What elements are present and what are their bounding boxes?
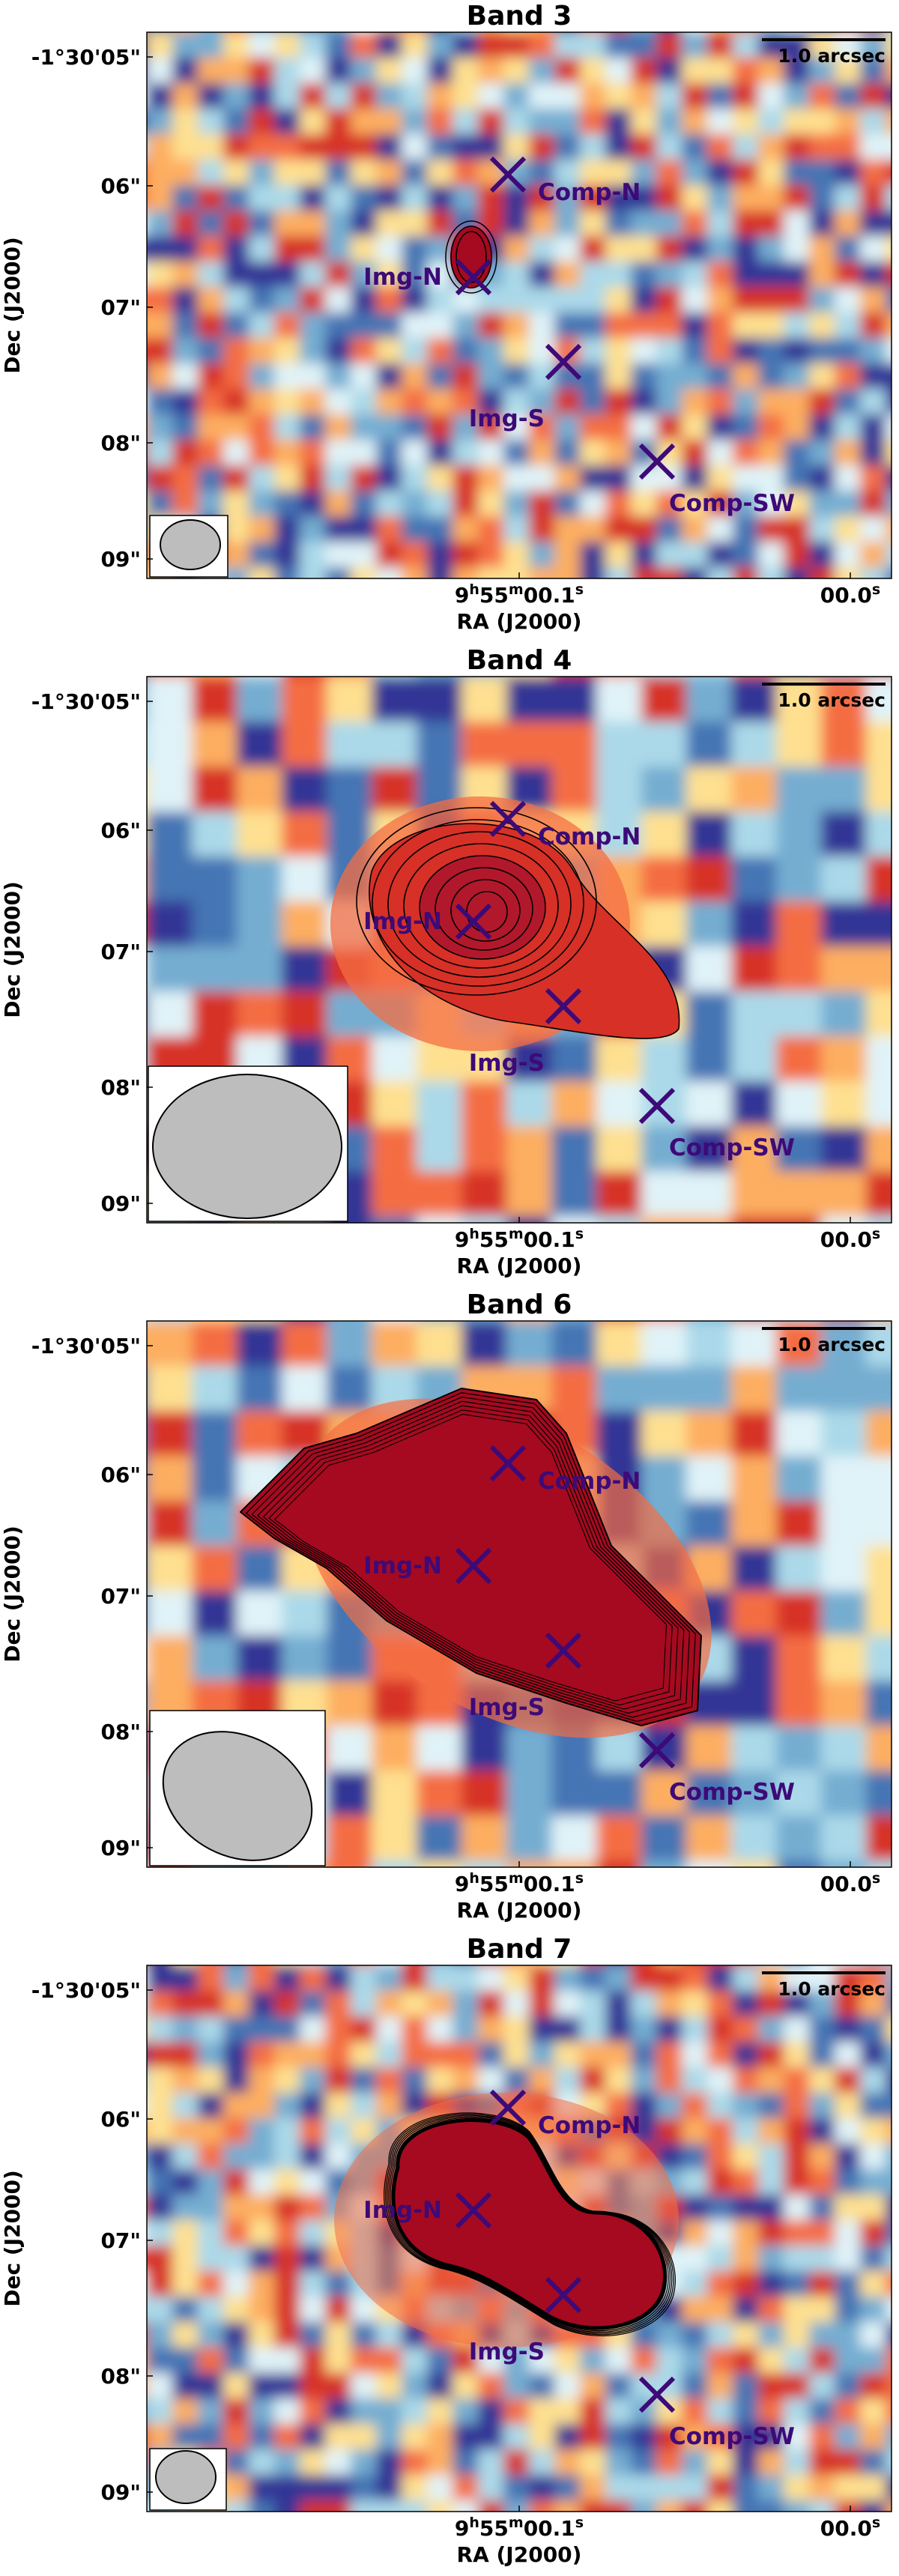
- x-tick-label: 9h55m00.1s: [455, 1226, 584, 1252]
- x-tick-label: 00.0s: [820, 1226, 880, 1252]
- marker-label: Img-S: [469, 405, 545, 432]
- x-tick-label: 00.0s: [820, 1870, 880, 1896]
- panel-title: Band 6: [467, 1289, 572, 1320]
- panel-title: Band 3: [467, 1, 572, 31]
- marker-img-s: Img-S: [469, 988, 582, 1077]
- marker-img-s: Img-S: [469, 1632, 582, 1721]
- marker-label: Comp-SW: [669, 1134, 795, 1161]
- y-tick-label: 06": [100, 174, 141, 199]
- y-tick-label: 08": [100, 1720, 141, 1744]
- y-axis-label: Dec (J2000): [0, 2170, 25, 2307]
- panel-title: Band 7: [467, 1934, 572, 1965]
- panel-band-2: Band 4 1.0 arcsec Comp-N Img-N Img-S Comp-SW -…: [0, 645, 892, 1278]
- marker-label: Comp-N: [538, 1468, 641, 1495]
- emission-source: [334, 2093, 679, 2347]
- y-tick-label: -1°30'05": [31, 1978, 141, 2003]
- marker-img-n: Img-N: [363, 903, 492, 940]
- x-tick-label: 9h55m00.1s: [455, 581, 584, 608]
- marker-label: Comp-N: [538, 179, 641, 206]
- y-tick-label: 07": [100, 940, 141, 964]
- x-axis-label: RA (J2000): [457, 1898, 582, 1923]
- marker-label: Img-S: [469, 2338, 545, 2365]
- y-tick-label: 06": [100, 818, 141, 843]
- intensity-map: [147, 32, 892, 578]
- y-tick-label: 08": [100, 431, 141, 456]
- marker-label: Comp-N: [538, 823, 641, 850]
- marker-comp-n: Comp-N: [489, 156, 641, 206]
- emission-source: [330, 796, 680, 1051]
- x-axis-label: RA (J2000): [457, 2542, 582, 2567]
- y-axis-label: Dec (J2000): [0, 881, 25, 1018]
- marker-comp-n: Comp-N: [489, 1445, 641, 1495]
- scale-bar-label: 1.0 arcsec: [778, 689, 886, 711]
- y-tick-label: 09": [100, 2480, 141, 2505]
- marker-comp-n: Comp-N: [489, 800, 641, 850]
- x-tick-label: 00.0s: [820, 581, 880, 608]
- marker-label: Comp-SW: [669, 2423, 795, 2450]
- y-tick-label: 08": [100, 1075, 141, 1100]
- y-tick-label: -1°30'05": [31, 45, 141, 70]
- y-axis-label: Dec (J2000): [0, 237, 25, 374]
- scale-bar-label: 1.0 arcsec: [778, 1978, 886, 2000]
- y-tick-label: 09": [100, 547, 141, 572]
- marker-comp-sw: Comp-SW: [638, 2376, 795, 2450]
- scale-bar-label: 1.0 arcsec: [778, 45, 886, 67]
- beam-ellipse: [160, 519, 221, 570]
- marker-label: Img-S: [469, 1694, 545, 1721]
- marker-img-n: Img-N: [363, 1547, 492, 1585]
- marker-label: Img-N: [363, 1552, 442, 1579]
- y-tick-label: 07": [100, 2228, 141, 2253]
- panel-band-1: Band 3 1.0 arcsec Comp-N Img-N Img-S Comp-SW -…: [0, 1, 892, 634]
- y-tick-label: -1°30'05": [31, 1334, 141, 1358]
- marker-img-n: Img-N: [363, 258, 492, 296]
- marker-label: Comp-SW: [669, 1779, 795, 1806]
- x-tick-label: 9h55m00.1s: [455, 2515, 584, 2541]
- y-tick-label: 09": [100, 1191, 141, 1216]
- beam-ellipse: [155, 2450, 217, 2504]
- x-tick-label: 9h55m00.1s: [455, 1870, 584, 1896]
- y-tick-label: 06": [100, 2107, 141, 2132]
- emission-source: [445, 220, 497, 294]
- y-axis-label: Dec (J2000): [0, 1526, 25, 1663]
- x-tick-label: 00.0s: [820, 2515, 880, 2541]
- y-tick-label: 06": [100, 1463, 141, 1487]
- intensity-map: [147, 677, 892, 1223]
- marker-label: Comp-N: [538, 2112, 641, 2139]
- emission-source: [240, 1388, 712, 1738]
- panel-band-3: Band 6 1.0 arcsec Comp-N Img-N Img-S Comp-SW -…: [0, 1289, 892, 1923]
- marker-img-s: Img-S: [469, 343, 582, 432]
- x-axis-label: RA (J2000): [457, 1254, 582, 1278]
- intensity-map: [147, 1965, 892, 2512]
- beam-ellipse: [152, 1074, 342, 1219]
- marker-img-n: Img-N: [363, 2192, 492, 2229]
- marker-label: Img-N: [363, 264, 442, 291]
- y-tick-label: 09": [100, 1836, 141, 1860]
- marker-comp-n: Comp-N: [489, 2089, 641, 2139]
- marker-comp-sw: Comp-SW: [638, 1732, 795, 1806]
- marker-label: Img-N: [363, 908, 442, 935]
- marker-comp-sw: Comp-SW: [638, 1087, 795, 1161]
- panel-title: Band 4: [467, 645, 572, 676]
- marker-img-s: Img-S: [469, 2276, 582, 2365]
- marker-label: Img-N: [363, 2197, 442, 2224]
- marker-label: Comp-SW: [669, 490, 795, 517]
- beam-ellipse: [162, 1731, 313, 1861]
- scale-bar-label: 1.0 arcsec: [778, 1334, 886, 1355]
- y-tick-label: 07": [100, 1584, 141, 1609]
- y-tick-label: 07": [100, 295, 141, 320]
- y-tick-label: 08": [100, 2364, 141, 2389]
- marker-label: Img-S: [469, 1050, 545, 1077]
- x-axis-label: RA (J2000): [457, 609, 582, 634]
- marker-comp-sw: Comp-SW: [638, 443, 795, 517]
- panel-band-4: Band 7 1.0 arcsec Comp-N Img-N Img-S Comp-SW -…: [0, 1934, 892, 2567]
- y-tick-label: -1°30'05": [31, 689, 141, 714]
